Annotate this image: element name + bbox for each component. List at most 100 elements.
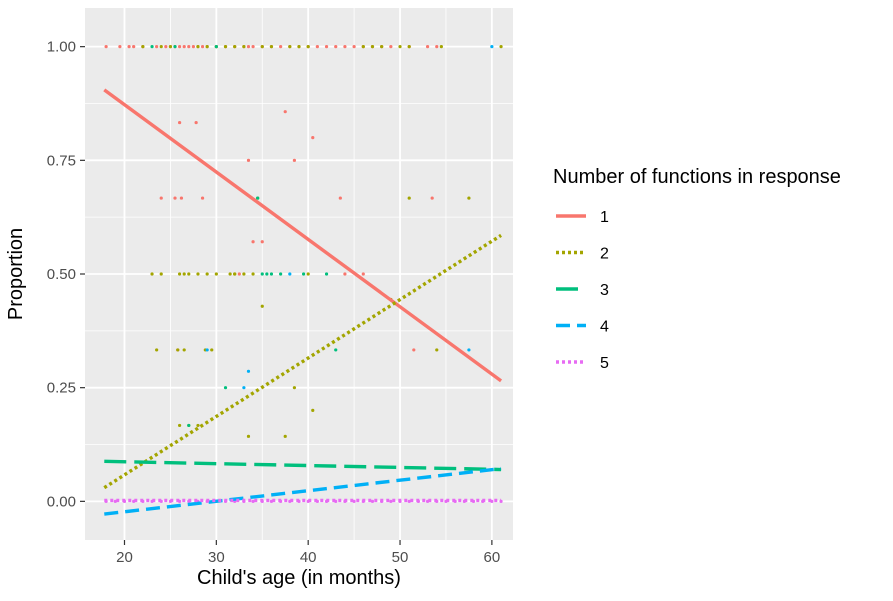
data-point-series-1: [352, 45, 356, 49]
data-point-series-2: [155, 348, 159, 352]
data-point-series-2: [182, 272, 186, 276]
data-point-series-5: [389, 499, 393, 503]
y-tick-label: 0.00: [47, 493, 76, 510]
data-point-series-1: [159, 196, 163, 200]
data-point-series-1: [246, 158, 251, 162]
data-point-series-2: [292, 386, 297, 390]
data-point-series-1: [283, 110, 287, 114]
data-point-series-5: [352, 499, 356, 503]
data-point-series-3: [214, 45, 218, 49]
data-point-series-2: [288, 45, 292, 49]
data-point-series-5: [251, 499, 255, 503]
data-point-series-3: [187, 423, 191, 428]
data-point-series-2: [214, 272, 218, 276]
data-point-series-2: [223, 45, 228, 49]
data-point-series-1: [361, 272, 365, 276]
data-point-series-1: [292, 158, 297, 162]
data-point-series-2: [297, 45, 301, 49]
data-point-series-1: [324, 45, 329, 49]
data-point-series-5: [499, 499, 503, 503]
data-point-series-3: [334, 348, 338, 352]
legend-label-1: 1: [600, 209, 609, 226]
data-point-series-3: [324, 272, 329, 276]
data-point-series-1: [343, 272, 347, 276]
data-point-series-4: [467, 348, 471, 352]
data-point-series-1: [178, 45, 182, 49]
data-point-series-4: [205, 348, 209, 352]
legend-label-4: 4: [600, 319, 609, 336]
x-tick-label: 40: [300, 549, 317, 566]
data-point-series-3: [223, 386, 228, 390]
data-point-series-1: [179, 196, 184, 200]
data-point-series-1: [127, 45, 131, 49]
data-point-series-2: [210, 348, 214, 352]
data-point-series-1: [389, 45, 393, 49]
data-point-series-4: [242, 386, 246, 390]
data-point-series-5: [113, 499, 117, 503]
data-point-series-1: [182, 45, 186, 49]
data-point-series-2: [306, 272, 310, 276]
data-point-series-3: [301, 272, 306, 276]
data-point-series-1: [187, 45, 191, 49]
data-point-series-2: [439, 45, 443, 49]
data-point-series-5: [269, 499, 274, 503]
data-point-series-3: [279, 272, 283, 276]
trend-line-series-2: [103, 233, 502, 490]
y-tick-label: 1.00: [47, 39, 76, 56]
legend-label-5: 5: [600, 355, 609, 372]
data-point-series-2: [260, 45, 264, 49]
data-point-series-2: [260, 304, 264, 308]
data-point-series-2: [370, 45, 375, 49]
data-point-series-2: [168, 45, 173, 49]
trend-lines: [103, 88, 503, 516]
data-point-series-2: [311, 408, 315, 413]
data-point-series-2: [242, 272, 246, 276]
data-point-series-2: [233, 45, 237, 49]
data-point-series-2: [435, 348, 439, 352]
data-point-series-2: [205, 45, 209, 49]
data-point-series-2: [196, 423, 200, 428]
data-point-series-1: [246, 45, 251, 49]
data-point-series-2: [306, 45, 310, 49]
data-point-series-1: [200, 45, 205, 49]
data-point-series-4: [490, 45, 494, 49]
data-point-series-2: [283, 434, 287, 438]
data-point-series-2: [196, 272, 200, 276]
y-tick-label: 0.25: [47, 380, 76, 397]
data-point-series-3: [265, 272, 269, 276]
data-point-series-3: [256, 196, 260, 200]
data-point-series-1: [155, 45, 159, 49]
legend: Number of functions in response 1 2 3 4 5: [553, 166, 841, 372]
legend-label-3: 3: [600, 282, 609, 299]
legend-keys: 1 2 3 4 5: [556, 209, 609, 372]
y-tick-label: 0.75: [47, 152, 76, 169]
x-tick-label: 20: [116, 549, 133, 566]
data-point-series-2: [361, 45, 365, 49]
data-point-series-2: [178, 272, 182, 276]
data-point-series-1: [118, 45, 122, 49]
y-axis-title: Proportion: [5, 228, 27, 320]
data-point-series-1: [430, 196, 434, 200]
data-point-series-1: [260, 240, 264, 244]
legend-title: Number of functions in response: [553, 166, 841, 188]
data-point-series-2: [251, 272, 255, 276]
data-point-series-1: [132, 45, 136, 49]
data-point-series-4: [246, 369, 251, 373]
data-point-series-1: [173, 196, 177, 200]
data-point-series-2: [407, 196, 411, 200]
data-point-series-2: [176, 348, 180, 352]
data-point-series-2: [141, 45, 145, 49]
x-axis-title: Child's age (in months): [197, 567, 401, 589]
trend-line-series-3: [104, 459, 502, 472]
legend-label-2: 2: [600, 246, 609, 263]
data-point-series-2: [159, 272, 163, 276]
data-point-series-2: [269, 45, 274, 49]
y-tick-label: 0.50: [47, 266, 76, 283]
trend-line-series-4: [104, 466, 502, 516]
data-point-series-3: [150, 45, 154, 49]
data-point-series-1: [412, 348, 416, 352]
data-point-series-1: [237, 272, 241, 276]
data-point-series-2: [407, 45, 411, 49]
data-point-series-2: [178, 423, 182, 428]
data-point-series-2: [398, 45, 402, 49]
